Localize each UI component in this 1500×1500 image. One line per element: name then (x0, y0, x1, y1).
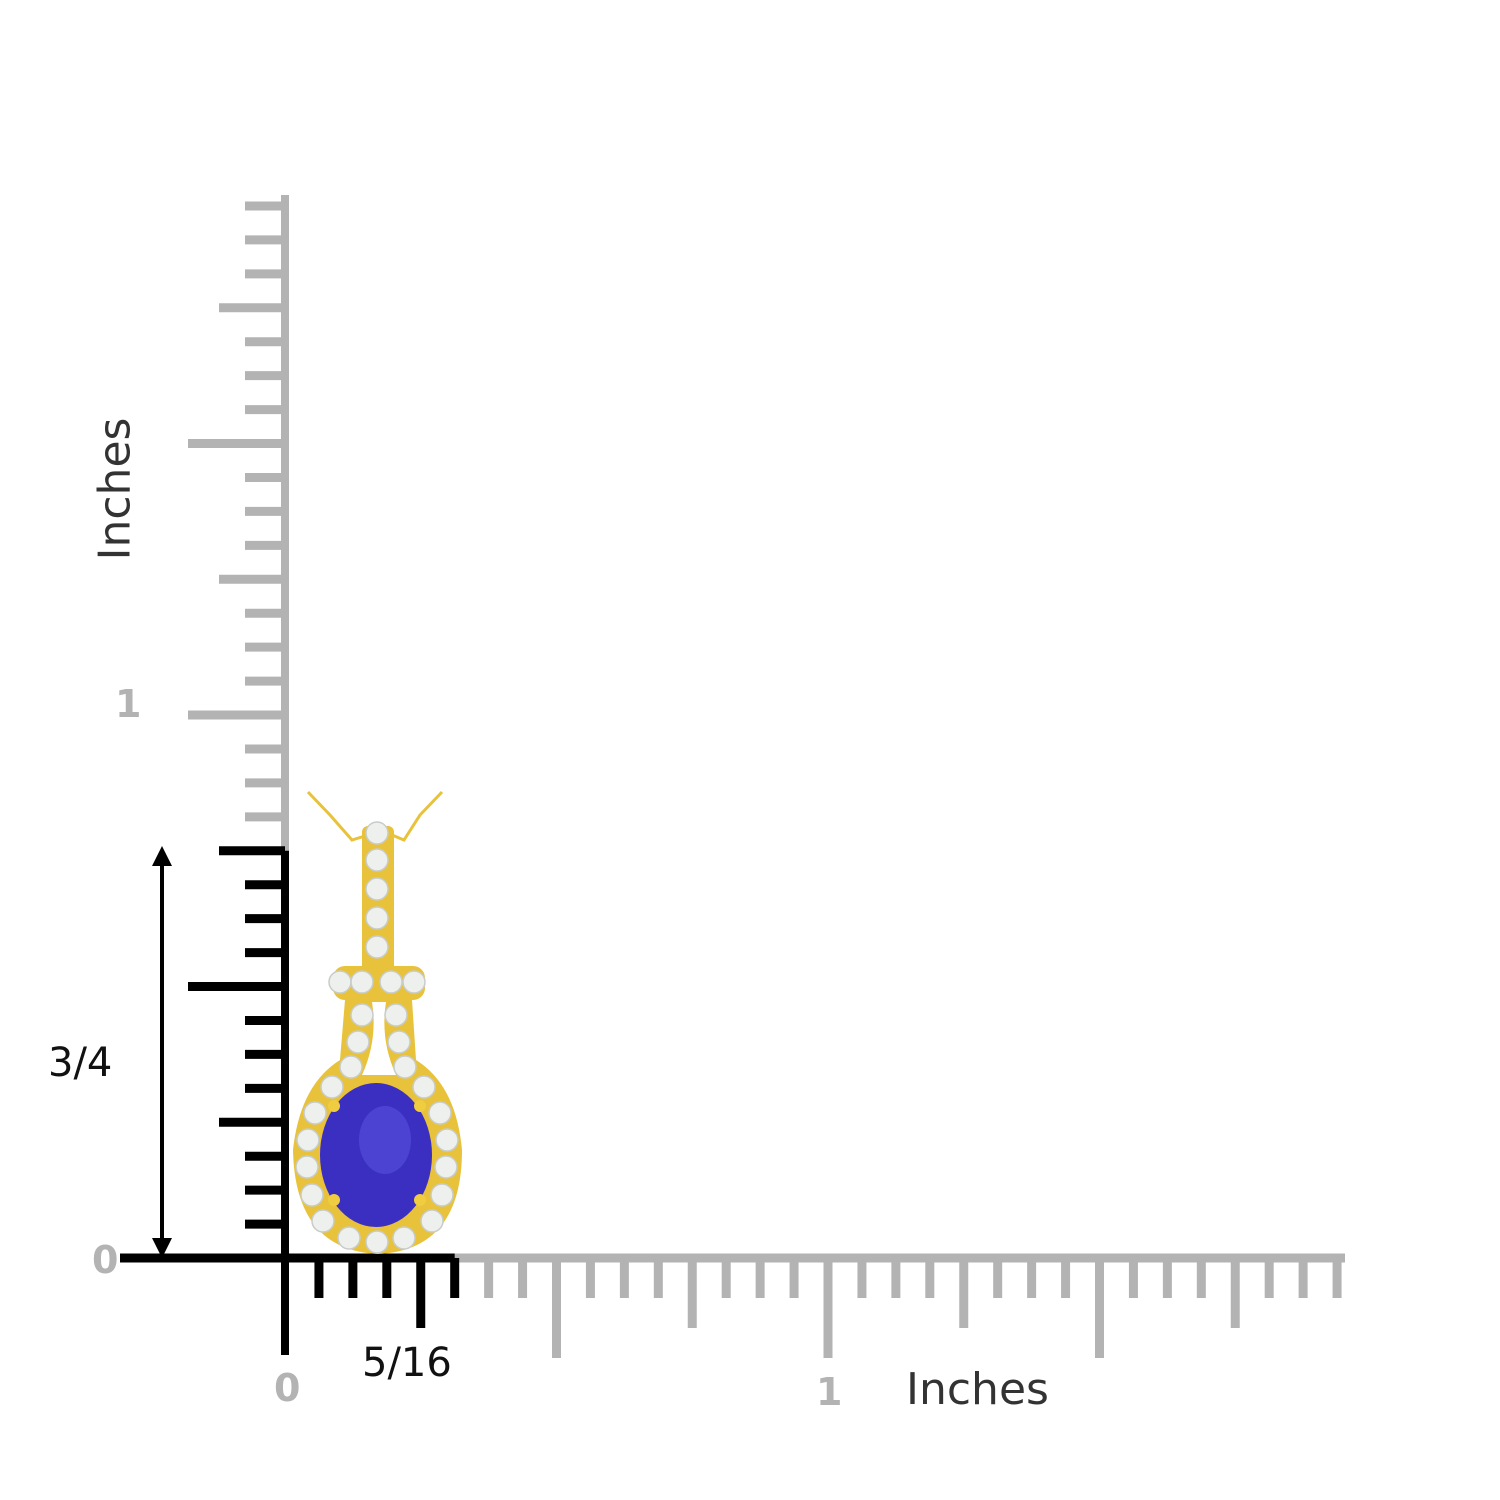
accent-diamond (350, 970, 374, 994)
prong (414, 1194, 426, 1206)
height-arrow-top-head (152, 846, 172, 866)
horizontal-label-zero: 0 (274, 1366, 301, 1410)
prong (328, 1194, 340, 1206)
accent-diamond (337, 1226, 361, 1250)
accent-diamond (365, 935, 389, 959)
chain-left (306, 790, 369, 842)
height-arrow-bottom-head (152, 1238, 172, 1258)
accent-diamond (412, 1075, 436, 1099)
frame-gap (362, 1002, 396, 1075)
stone-facet-highlight (359, 1106, 411, 1174)
accent-diamond (384, 1003, 408, 1027)
horizontal-axis-title: Inches (906, 1364, 1049, 1415)
accent-diamond (365, 821, 389, 845)
accent-diamond (350, 1003, 374, 1027)
accent-diamond (300, 1183, 324, 1207)
accent-diamond (311, 1209, 335, 1233)
accent-diamond (387, 1030, 411, 1054)
vertical-axis-title: Inches (89, 417, 141, 561)
accent-diamond (365, 1230, 389, 1254)
accent-diamond (328, 970, 352, 994)
accent-diamond (402, 970, 426, 994)
accent-diamond (295, 1155, 319, 1179)
prong (328, 1100, 340, 1112)
accent-diamond (428, 1101, 452, 1125)
accent-diamond (393, 1055, 417, 1079)
accent-diamond (346, 1030, 370, 1054)
accent-diamond (434, 1155, 458, 1179)
accent-diamond (365, 848, 389, 872)
vertical-label-zero: 0 (92, 1238, 119, 1282)
accent-diamond (435, 1128, 459, 1152)
accent-diamond (365, 906, 389, 930)
width-dimension-label: 5/16 (362, 1340, 452, 1386)
vertical-label-one: 1 (115, 682, 142, 726)
chain-right (391, 790, 444, 842)
accent-diamond (296, 1128, 320, 1152)
accent-diamond (392, 1226, 416, 1250)
accent-diamond (320, 1075, 344, 1099)
prong (414, 1100, 426, 1112)
accent-diamond (339, 1055, 363, 1079)
accent-diamond (420, 1209, 444, 1233)
accent-diamond (303, 1101, 327, 1125)
horizontal-label-one: 1 (816, 1370, 843, 1414)
accent-diamond (365, 877, 389, 901)
height-dimension-label: 3/4 (48, 1040, 113, 1086)
accent-diamond (430, 1183, 454, 1207)
accent-diamond (379, 970, 403, 994)
